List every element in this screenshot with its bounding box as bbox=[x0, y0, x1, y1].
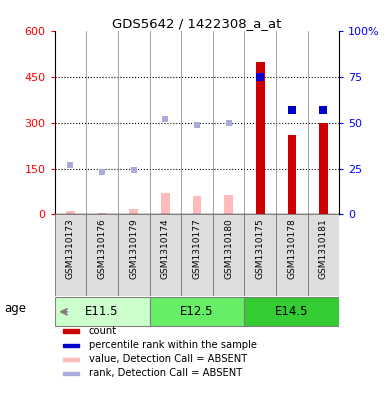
Bar bbox=[245, 297, 339, 327]
Bar bbox=[245, 214, 276, 296]
Text: E11.5: E11.5 bbox=[85, 305, 119, 318]
Text: count: count bbox=[89, 326, 117, 336]
Text: E12.5: E12.5 bbox=[180, 305, 214, 318]
Text: GSM1310176: GSM1310176 bbox=[98, 219, 106, 279]
Bar bbox=[213, 214, 245, 296]
Bar bbox=[308, 214, 339, 296]
Text: GSM1310180: GSM1310180 bbox=[224, 219, 233, 279]
Text: E14.5: E14.5 bbox=[275, 305, 308, 318]
Bar bbox=[118, 214, 149, 296]
Text: age: age bbox=[4, 302, 26, 315]
Text: GSM1310178: GSM1310178 bbox=[287, 219, 296, 279]
Bar bbox=[55, 297, 149, 327]
Bar bbox=[276, 214, 308, 296]
Bar bbox=[66, 211, 75, 214]
Bar bbox=[63, 358, 79, 361]
Text: value, Detection Call = ABSENT: value, Detection Call = ABSENT bbox=[89, 354, 247, 364]
Text: GSM1310179: GSM1310179 bbox=[129, 219, 138, 279]
Bar bbox=[149, 214, 181, 296]
Bar bbox=[319, 123, 328, 214]
Text: GSM1310174: GSM1310174 bbox=[161, 219, 170, 279]
Bar bbox=[161, 193, 170, 214]
Text: GSM1310175: GSM1310175 bbox=[256, 219, 265, 279]
Bar bbox=[129, 209, 138, 214]
Bar bbox=[224, 195, 233, 214]
Bar bbox=[86, 214, 118, 296]
Bar bbox=[287, 135, 296, 214]
Bar bbox=[149, 297, 245, 327]
Bar bbox=[63, 371, 79, 375]
Text: GSM1310177: GSM1310177 bbox=[192, 219, 202, 279]
Text: GSM1310173: GSM1310173 bbox=[66, 219, 75, 279]
Bar bbox=[256, 62, 264, 214]
Bar bbox=[55, 214, 86, 296]
Bar bbox=[63, 329, 79, 333]
Bar bbox=[63, 343, 79, 347]
Text: rank, Detection Call = ABSENT: rank, Detection Call = ABSENT bbox=[89, 368, 242, 378]
Bar bbox=[98, 213, 106, 214]
Text: percentile rank within the sample: percentile rank within the sample bbox=[89, 340, 257, 350]
Text: GSM1310181: GSM1310181 bbox=[319, 219, 328, 279]
Bar bbox=[181, 214, 213, 296]
Title: GDS5642 / 1422308_a_at: GDS5642 / 1422308_a_at bbox=[112, 17, 282, 30]
Bar bbox=[193, 196, 201, 214]
